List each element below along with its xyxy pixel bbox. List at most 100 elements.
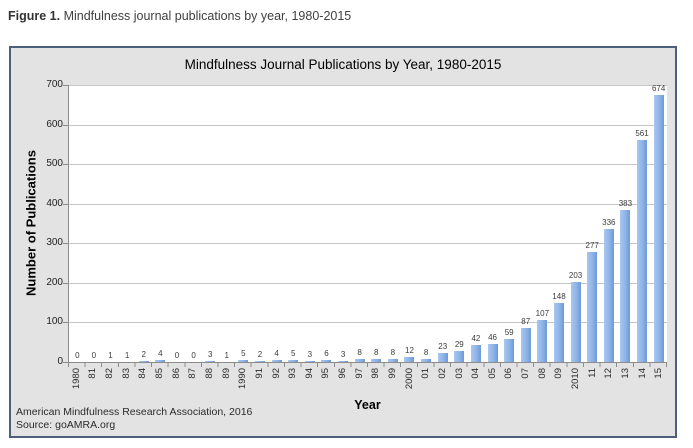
- bar: [603, 229, 614, 362]
- bar-slot: 0: [169, 85, 186, 362]
- bar: [255, 361, 265, 362]
- x-tick-label-text: 06: [503, 368, 515, 379]
- x-tick-label-text: 03: [453, 368, 465, 379]
- chart-title: Mindfulness Journal Publications by Year…: [184, 57, 502, 72]
- x-tick-label-text: 1980: [70, 368, 82, 390]
- bar-value-label: 87: [521, 316, 531, 326]
- bar-slot: 5: [285, 85, 302, 362]
- bar-slot: 674: [650, 84, 667, 362]
- x-tick-label-text: 88: [203, 368, 215, 379]
- bar-value-label: 0: [91, 351, 97, 360]
- bar-slot: 203: [567, 85, 584, 362]
- bar: [404, 357, 415, 362]
- x-tick-label-text: 01: [420, 368, 432, 379]
- bar: [504, 338, 515, 362]
- bar-value-label: 0: [174, 351, 180, 360]
- bar-value-label: 4: [274, 349, 279, 359]
- gridline: [69, 243, 667, 245]
- bar-value-label: 203: [568, 270, 583, 280]
- x-tick-label-text: 04: [470, 368, 482, 379]
- x-axis-tick-marks: [68, 363, 667, 367]
- bar-value-label: 4: [158, 349, 163, 359]
- bar: [537, 319, 548, 362]
- bar-slot: 0: [69, 85, 86, 362]
- bar-slot: 2: [252, 85, 269, 362]
- x-tick-label-text: 11: [586, 368, 598, 378]
- bar: [304, 360, 315, 362]
- bar-slot: 148: [551, 85, 568, 362]
- figure-caption-prefix: Figure 1.: [8, 9, 61, 23]
- bar-slot: 87: [517, 85, 534, 362]
- bar: [653, 95, 664, 362]
- x-tick-label-text: 91: [253, 368, 265, 379]
- bar-value-label: 12: [405, 346, 414, 356]
- bar-slot: 0: [86, 85, 103, 362]
- bar-value-label: 3: [307, 349, 313, 359]
- bar-slot: 1: [218, 85, 235, 362]
- x-tick-label-text: 92: [270, 368, 282, 379]
- bar: [637, 140, 648, 362]
- bar: [288, 360, 299, 362]
- x-tick-label-text: 86: [170, 368, 182, 379]
- bar: [205, 360, 216, 362]
- x-tick-label-text: 13: [619, 368, 631, 379]
- y-axis-title: Number of Publications: [23, 150, 39, 296]
- bar: [371, 358, 382, 362]
- bar-value-label: 5: [290, 349, 296, 359]
- y-tick-label: 100: [46, 316, 63, 328]
- x-tick-label-text: 85: [154, 368, 166, 379]
- bar-series: 0 0 1 1 2 4 0 0 3 1 5 2 4 5 3 6 3 8 8 8 12 8 23 29 42 46 59 87 107 14…: [69, 84, 667, 362]
- bar-value-label: 3: [340, 349, 346, 359]
- bar-value-label: 2: [257, 350, 263, 360]
- x-tick-label-text: 95: [320, 368, 332, 379]
- bar-value-label: 8: [423, 347, 429, 357]
- bar: [354, 358, 365, 362]
- bar: [454, 350, 465, 362]
- bar-value-label: 8: [357, 347, 362, 357]
- bar: [487, 343, 498, 362]
- bar-value-label: 8: [390, 347, 396, 357]
- x-tick-label-text: 81: [87, 368, 99, 379]
- bar-value-label: 59: [504, 327, 514, 337]
- bar: [620, 210, 631, 362]
- bar: [470, 345, 481, 362]
- chart-footer: American Mindfulness Research Associatio…: [16, 406, 252, 432]
- bar-value-label: 0: [75, 351, 80, 360]
- bar-value-label: 1: [108, 350, 113, 360]
- bar-value-label: 1: [224, 350, 230, 360]
- gridline: [69, 85, 667, 86]
- x-tick-label-text: 07: [520, 368, 532, 379]
- bar: [155, 360, 166, 362]
- bar-value-label: 23: [438, 341, 448, 351]
- bar-slot: 4: [268, 85, 285, 362]
- bar-value-label: 8: [374, 347, 379, 357]
- gridline: [69, 164, 667, 166]
- bar-slot: 6: [318, 85, 335, 362]
- x-tick-label-text: 14: [636, 368, 648, 379]
- gridline: [69, 124, 667, 126]
- bar: [553, 303, 564, 362]
- bar: [437, 352, 448, 362]
- bar: [587, 252, 598, 362]
- x-tick-label-text: 84: [137, 368, 149, 379]
- bar-value-label: 0: [191, 351, 196, 360]
- plot-area: 0 0 1 1 2 4 0 0 3 1 5 2 4 5 3 6 3 8 8 8 12 8 23 29 42 46 59 87 107 14…: [68, 84, 667, 363]
- bar-slot: 12: [401, 85, 418, 362]
- bar-slot: 1: [119, 85, 136, 362]
- x-tick-label-text: 97: [353, 368, 365, 379]
- bar: [271, 360, 282, 362]
- gridlines: [69, 85, 667, 362]
- figure-caption: Figure 1. Mindfulness journal publicatio…: [8, 9, 351, 23]
- x-axis-title: Year: [354, 398, 381, 412]
- bar: [138, 361, 149, 362]
- bar: [338, 360, 349, 362]
- bar-slot: 8: [418, 85, 435, 362]
- x-tick-label-text: 83: [120, 368, 132, 379]
- bar-value-label: 1: [124, 350, 130, 360]
- x-tick-label-text: 89: [220, 368, 232, 379]
- x-tick-label-text: 09: [553, 368, 565, 379]
- bar-value-label: 46: [488, 332, 497, 342]
- x-tick-label-text: 96: [337, 368, 349, 379]
- bar: [238, 360, 249, 362]
